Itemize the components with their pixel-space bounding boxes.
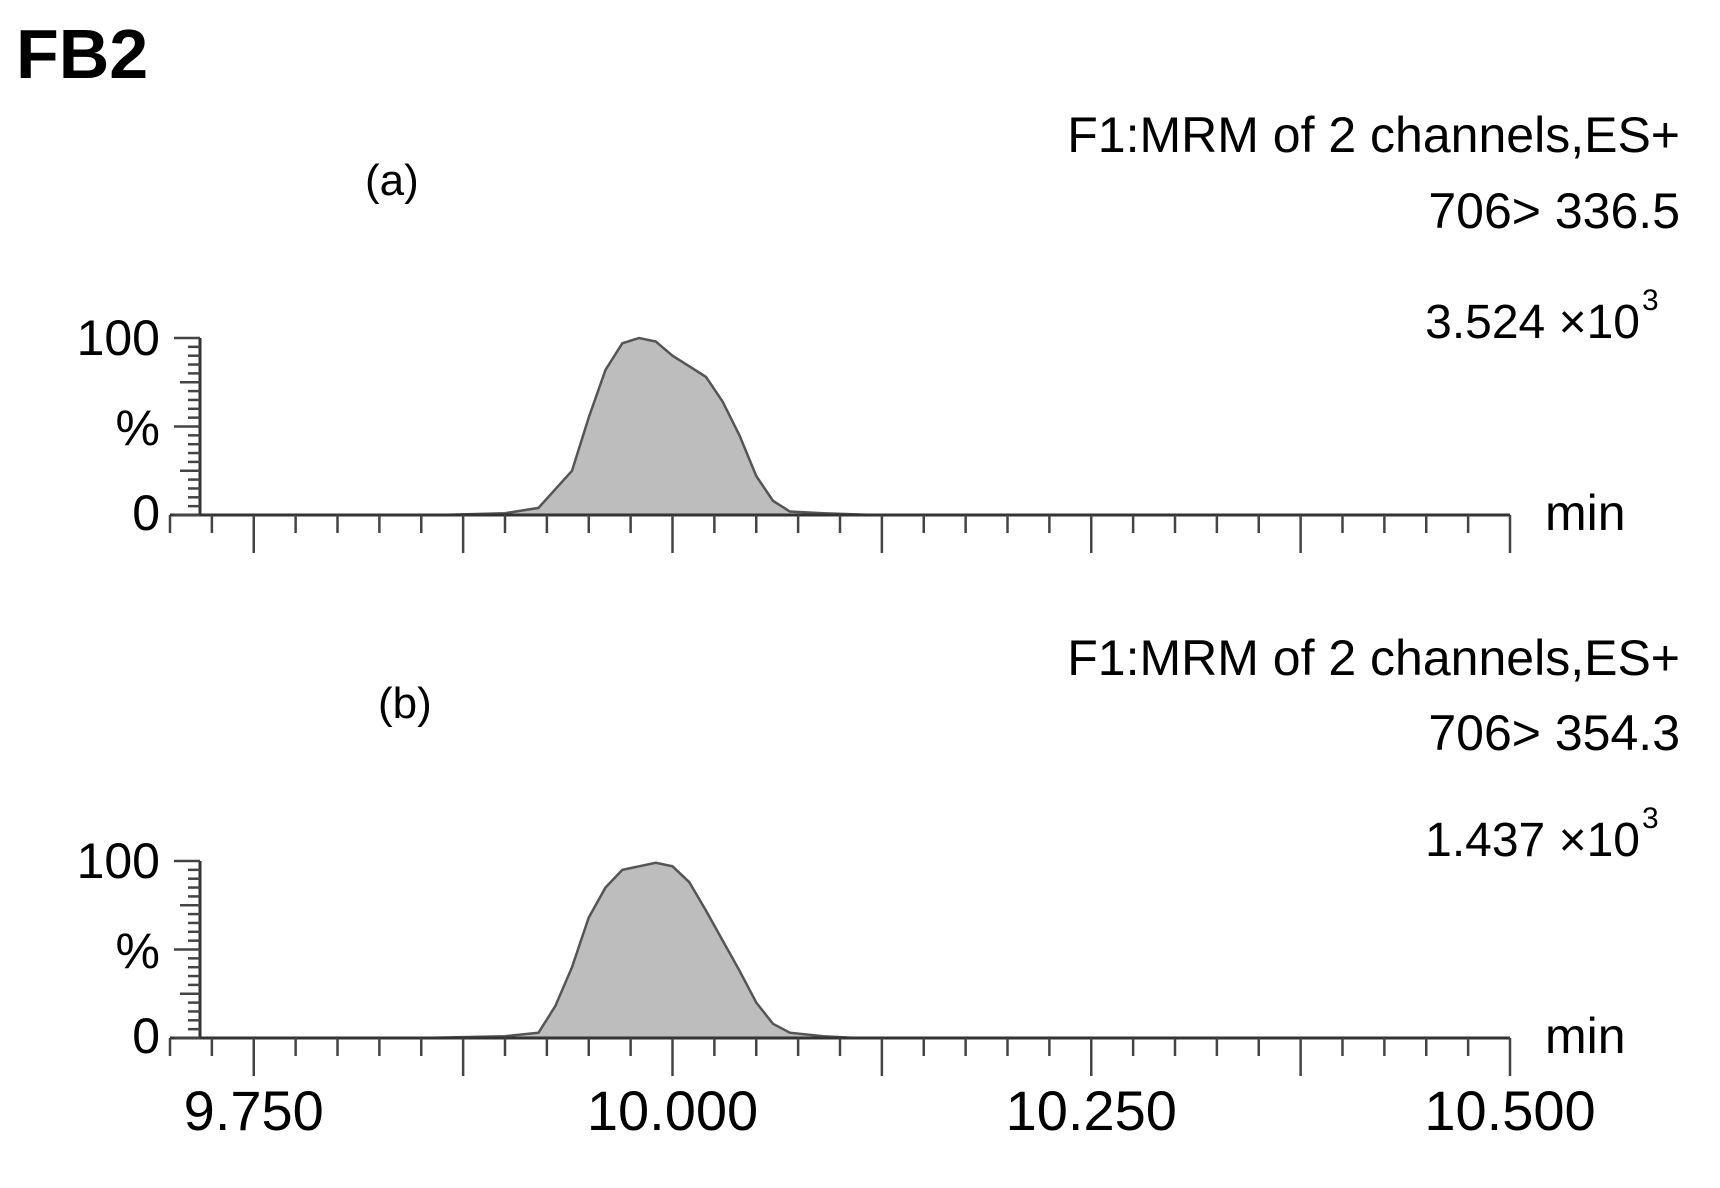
panel-a: (a) F1:MRM of 2 channels,ES+ 706> 336.5 …: [77, 107, 1680, 553]
figure-title: FB2: [16, 15, 148, 93]
panel-label: (b): [378, 679, 432, 728]
y-unit-label: %: [116, 923, 160, 979]
panel-header-channels: F1:MRM of 2 channels,ES+: [1067, 107, 1680, 163]
panel-header-channels: F1:MRM of 2 channels,ES+: [1067, 630, 1680, 686]
intensity-label: 3.524 ×10: [1425, 296, 1640, 349]
intensity-mantissa: 3.524 ×10: [1425, 296, 1640, 349]
x-tick-label: 9.750: [184, 1079, 324, 1142]
peak-area: [170, 336, 1510, 517]
intensity-label: 1.437 ×10: [1425, 814, 1640, 867]
plot-area: [168, 336, 1512, 553]
panel-header-transition: 706> 354.3: [1428, 705, 1680, 761]
x-tick-label: 10.000: [587, 1079, 758, 1142]
intensity-exponent: 3: [1642, 284, 1659, 317]
y-unit-label: %: [116, 400, 160, 456]
plot-area: [168, 859, 1512, 1076]
panel-b: (b) F1:MRM of 2 channels,ES+ 706> 354.3 …: [77, 630, 1680, 1076]
intensity-mantissa: 1.437 ×10: [1425, 814, 1640, 867]
peak-area: [170, 861, 1510, 1040]
panel-header-transition: 706> 336.5: [1428, 183, 1680, 239]
x-unit-label: min: [1545, 485, 1626, 541]
y-tick-label-0: 0: [132, 485, 160, 541]
x-tick-label: 10.500: [1424, 1079, 1595, 1142]
y-tick-label-100: 100: [77, 833, 160, 889]
x-tick-label: 10.250: [1006, 1079, 1177, 1142]
intensity-exponent: 3: [1642, 802, 1659, 835]
x-unit-label: min: [1545, 1008, 1626, 1064]
x-tick-labels: 9.750 10.000 10.250 10.500: [184, 1079, 1596, 1142]
panel-label: (a): [365, 156, 419, 205]
y-tick-label-100: 100: [77, 310, 160, 366]
y-tick-label-0: 0: [132, 1008, 160, 1064]
